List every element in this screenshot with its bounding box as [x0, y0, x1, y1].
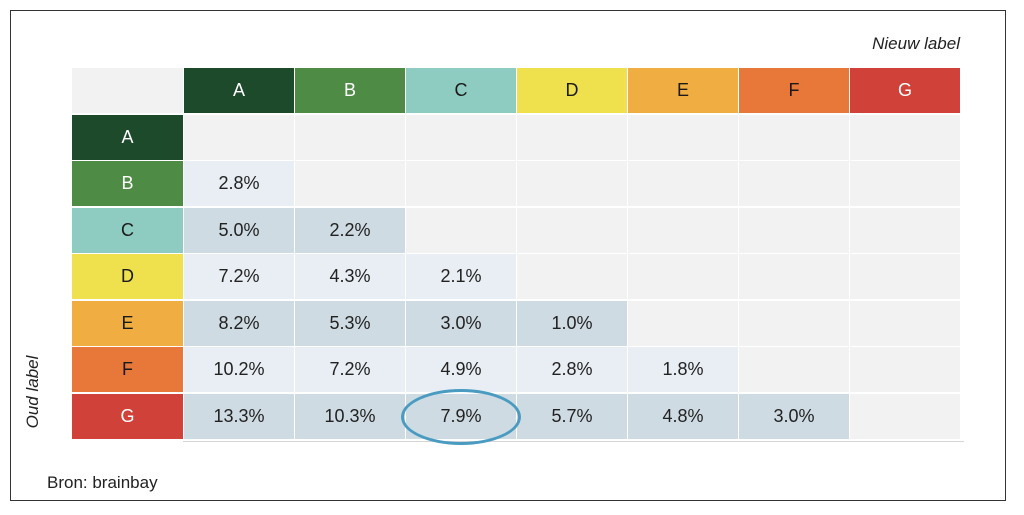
table-cell — [628, 207, 738, 253]
source-note: Bron: brainbay — [47, 473, 158, 492]
column-header-e: E — [628, 68, 738, 113]
table-cell: 13.3% — [184, 393, 294, 439]
table-cell — [517, 161, 627, 206]
table-cell — [295, 161, 405, 206]
table-cell — [739, 114, 849, 160]
table-cell: 7.2% — [184, 254, 294, 299]
table-cell — [628, 161, 738, 206]
table-cell — [850, 393, 960, 439]
column-header-a: A — [184, 68, 294, 113]
table-cell — [850, 207, 960, 253]
table-cell — [295, 114, 405, 160]
table-cell — [628, 114, 738, 160]
column-header-b: B — [295, 68, 405, 113]
table-cell — [184, 114, 294, 160]
table-cell: 3.0% — [739, 393, 849, 439]
column-header-g: G — [850, 68, 960, 113]
table-cell — [628, 300, 738, 346]
row-header-c: C — [72, 207, 183, 253]
column-header-f: F — [739, 68, 849, 113]
table-cell — [406, 114, 516, 160]
column-header-d: D — [517, 68, 627, 113]
row-header-g: G — [72, 393, 183, 439]
row-header-b: B — [72, 161, 183, 206]
column-header-c: C — [406, 68, 516, 113]
row-header-d: D — [72, 254, 183, 299]
table-cell: 1.8% — [628, 347, 738, 392]
table-cell: 10.2% — [184, 347, 294, 392]
row-header-f: F — [72, 347, 183, 392]
table-cell — [406, 161, 516, 206]
table-cell: 7.9% — [406, 393, 516, 439]
table-cell — [739, 347, 849, 392]
table-cell: 4.3% — [295, 254, 405, 299]
table-cell — [850, 254, 960, 299]
table-cell: 5.7% — [517, 393, 627, 439]
table-cell: 8.2% — [184, 300, 294, 346]
table-cell — [850, 161, 960, 206]
table-cell: 7.2% — [295, 347, 405, 392]
table-cell: 2.1% — [406, 254, 516, 299]
table-cell — [850, 114, 960, 160]
table-cell — [628, 254, 738, 299]
table-cell: 4.9% — [406, 347, 516, 392]
table-cell: 2.8% — [184, 161, 294, 206]
table-bottom-border — [183, 441, 964, 442]
table-cell — [850, 347, 960, 392]
table-cell — [406, 207, 516, 253]
table-cell: 1.0% — [517, 300, 627, 346]
table-cell — [517, 254, 627, 299]
table-cell — [739, 300, 849, 346]
table-cell: 5.0% — [184, 207, 294, 253]
table-cell: 10.3% — [295, 393, 405, 439]
table-cell — [850, 300, 960, 346]
row-header-a: A — [72, 114, 183, 160]
x-axis-label: Nieuw label — [872, 34, 960, 53]
row-header-e: E — [72, 300, 183, 346]
table-cell: 2.8% — [517, 347, 627, 392]
table-cell — [739, 254, 849, 299]
transition-table: A B C D E F G A B 2.8% C 5.0% 2.2% D 7.2% 4.3% 2.1% E 8.2%… — [72, 68, 960, 439]
table-cell: 3.0% — [406, 300, 516, 346]
table-cell — [517, 114, 627, 160]
table-cell — [739, 207, 849, 253]
table-cell: 2.2% — [295, 207, 405, 253]
table-cell — [739, 161, 849, 206]
table-cell: 5.3% — [295, 300, 405, 346]
y-axis-label: Oud label — [23, 355, 42, 429]
table-cell: 4.8% — [628, 393, 738, 439]
table-cell — [517, 207, 627, 253]
table-corner — [72, 68, 183, 113]
